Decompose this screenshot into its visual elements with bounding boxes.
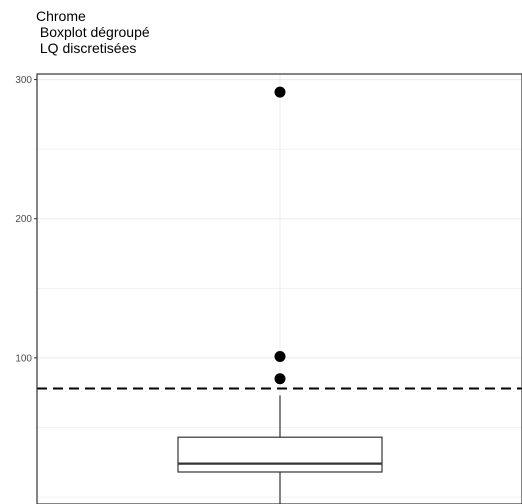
plot-border: [36, 73, 522, 504]
y-axis-ticks: 100 200 300: [15, 75, 37, 364]
box-group: [177, 395, 383, 504]
interquartile-box: [177, 436, 383, 473]
outlier-point: [274, 86, 286, 98]
y-tick-label: 200: [15, 214, 32, 225]
chart-title-line-1: Chrome: [36, 8, 86, 24]
outlier-point: [274, 373, 286, 385]
chart-title-line-2: Boxplot dégroupé: [36, 24, 150, 40]
chart-title: Chrome Boxplot dégroupé LQ discretisées: [36, 8, 150, 56]
outlier-points: [274, 86, 286, 385]
y-tick-label: 100: [15, 353, 32, 364]
outlier-point: [274, 350, 286, 362]
chart-title-line-3: LQ discretisées: [36, 40, 137, 56]
y-tick-label: 300: [15, 75, 32, 86]
